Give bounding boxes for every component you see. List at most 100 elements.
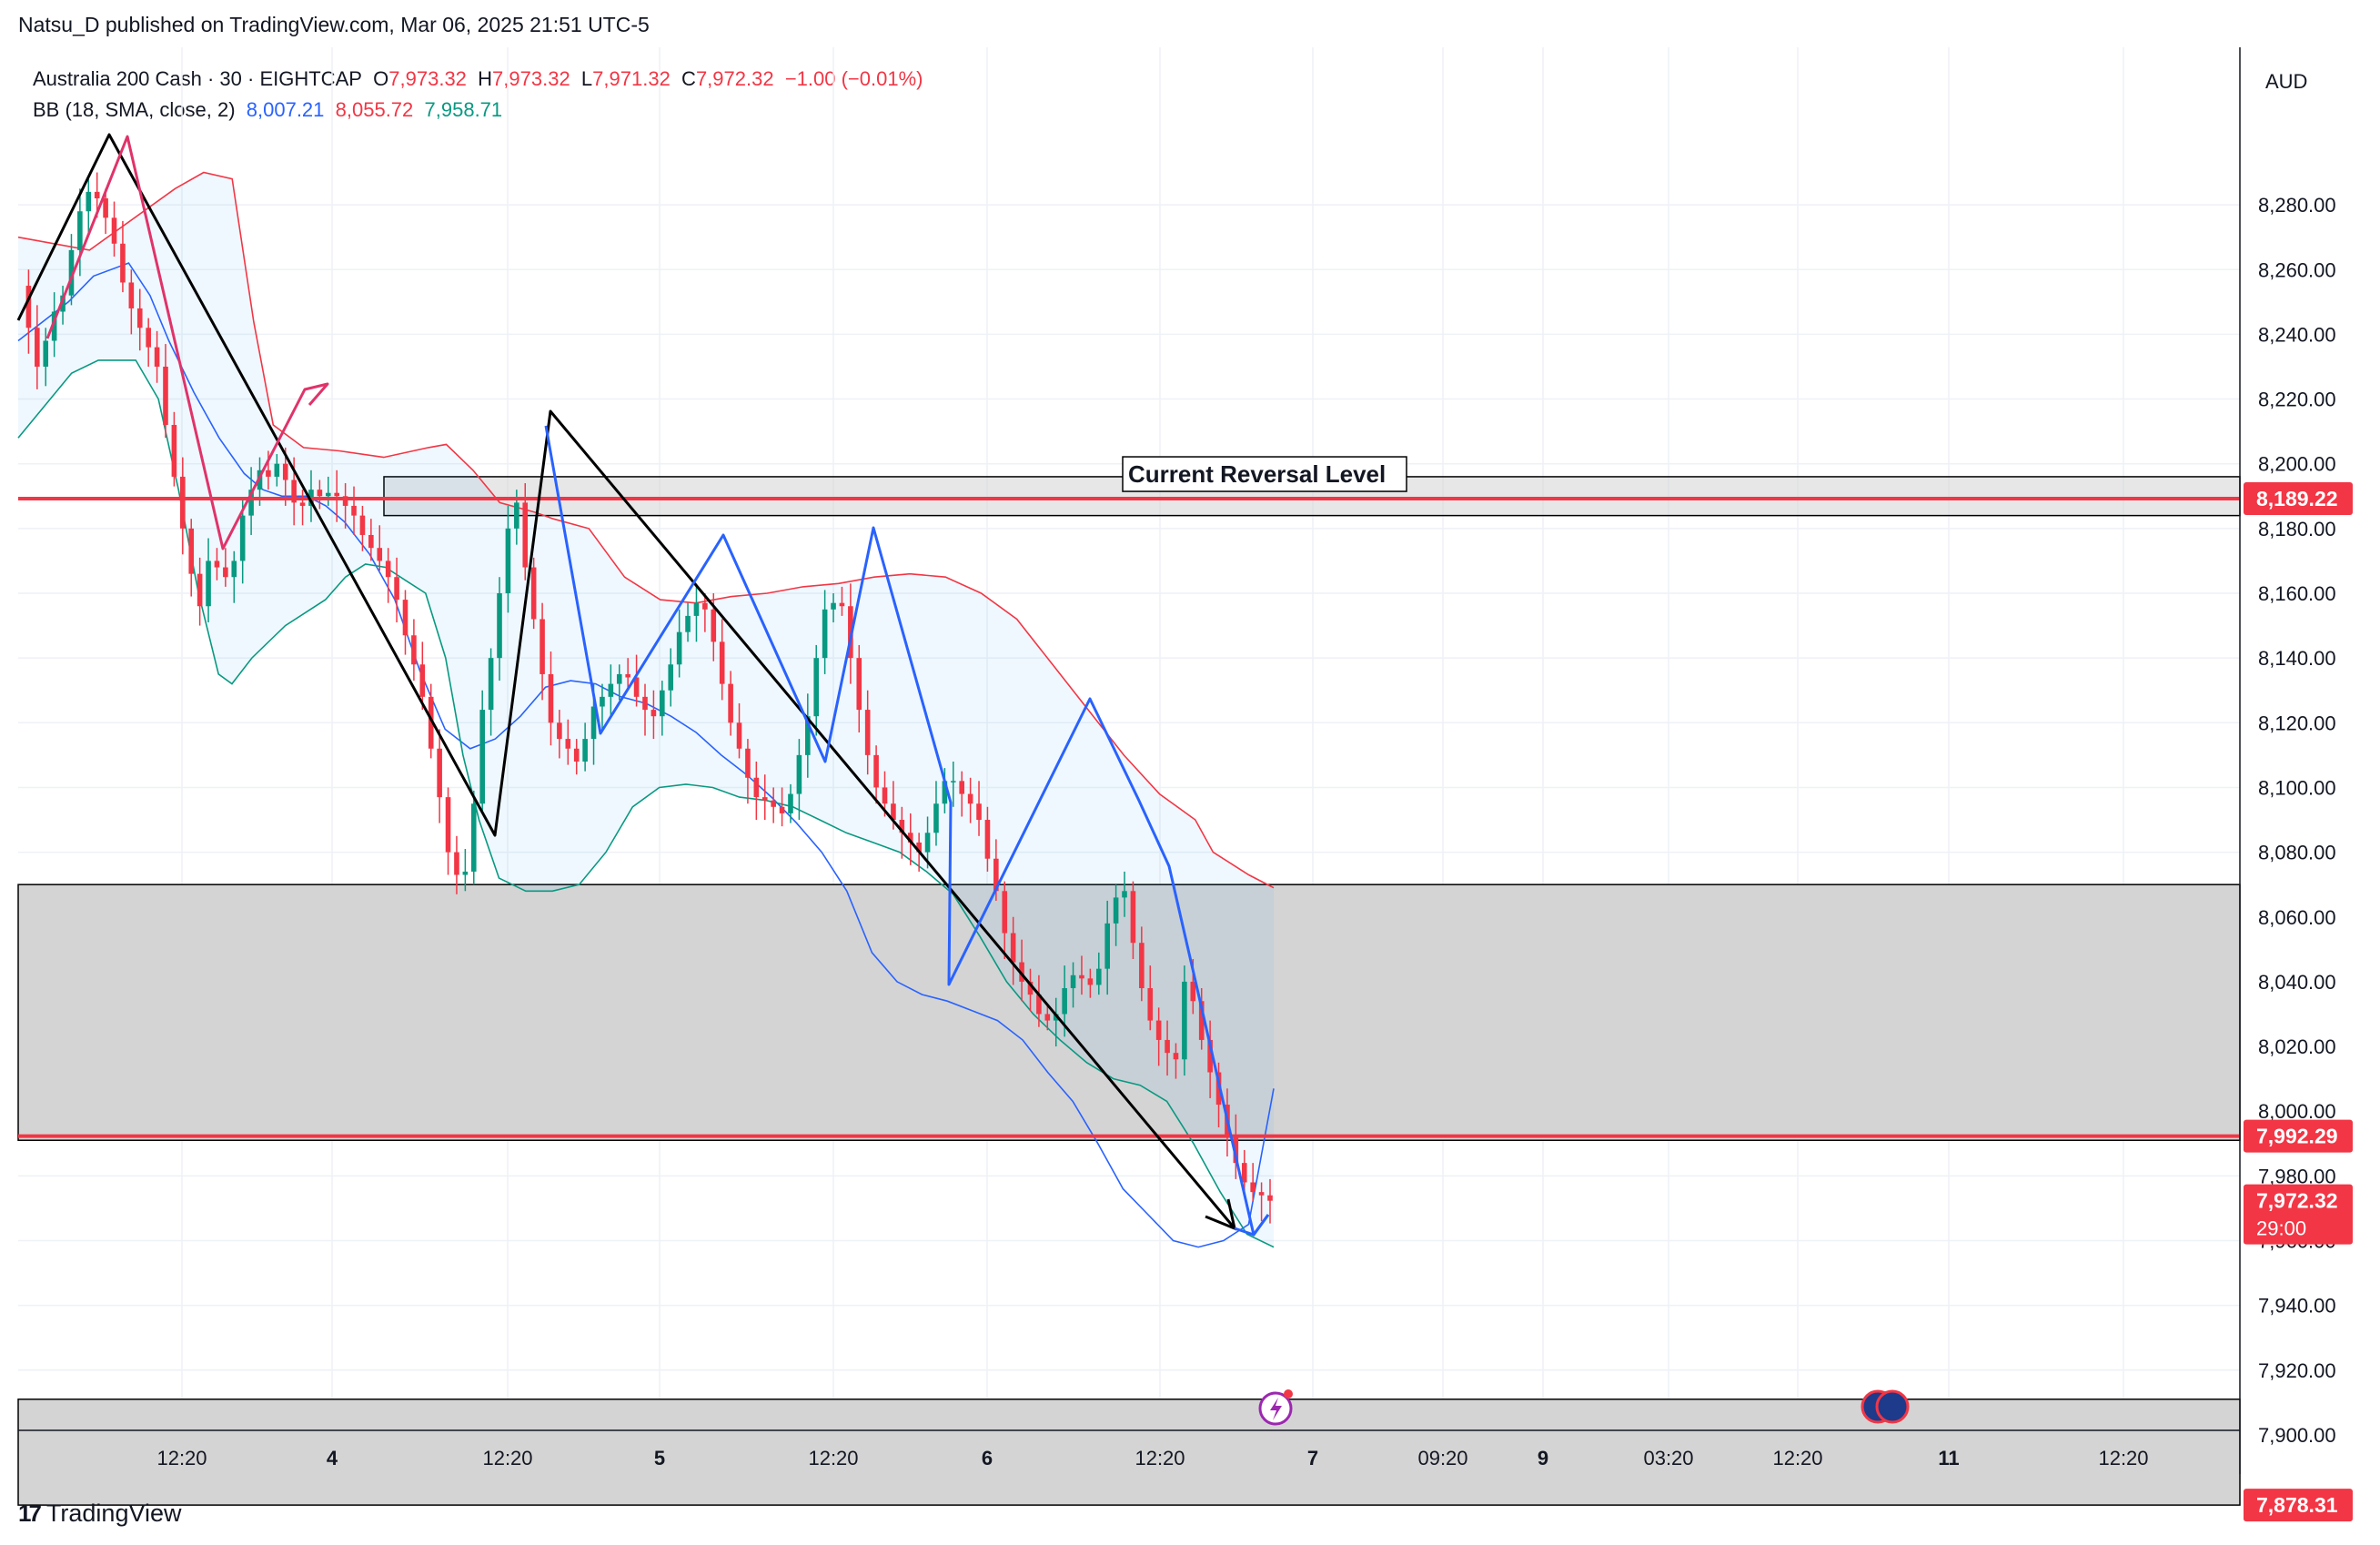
candle-body (813, 658, 820, 717)
candle-body (1173, 1053, 1179, 1060)
candle-body (1002, 891, 1008, 934)
candle-body (642, 696, 648, 711)
annotation-label: Current Reversal Level (1128, 460, 1386, 488)
candle-body (1113, 897, 1119, 924)
black-pattern-line (16, 133, 1236, 1229)
candle-body (299, 502, 306, 506)
x-tick-label: 6 (982, 1447, 993, 1469)
y-tick-label: 7,940.00 (2258, 1295, 2336, 1318)
horizontal-levels[interactable] (18, 497, 2240, 1138)
candle-body (163, 366, 168, 426)
price-tag-value: 7,878.31 (2256, 1493, 2338, 1517)
candle-body (437, 748, 442, 798)
candle-body (573, 748, 580, 762)
candle-body (103, 197, 108, 218)
bb-basis-value: 8,007.21 (246, 98, 325, 121)
candle-body (385, 560, 391, 578)
candle-body (685, 615, 691, 632)
candle-body (864, 710, 871, 755)
bollinger-upper-line (17, 171, 1275, 889)
candle-body (557, 722, 562, 740)
candle-body (779, 806, 785, 813)
low-value: 7,971.32 (592, 67, 671, 90)
candle-body (77, 211, 83, 250)
y-tick-label: 8,000.00 (2258, 1100, 2336, 1123)
candle-body (514, 502, 519, 529)
candle-body (454, 852, 459, 875)
candle-body (728, 683, 733, 723)
candle-body (668, 664, 674, 691)
candle-body (154, 347, 160, 367)
x-tick-label: 7 (1307, 1447, 1318, 1469)
y-tick-label: 7,900.00 (2258, 1424, 2336, 1447)
candle-body (1147, 988, 1154, 1021)
y-tick-label: 7,920.00 (2258, 1359, 2336, 1382)
bb-row: BB (18, SMA, close, 2) 8,007.21 8,055.72… (33, 95, 923, 126)
y-tick-label: 8,200.00 (2258, 453, 2336, 476)
candle-body (1198, 1001, 1205, 1040)
candle-body (223, 567, 228, 578)
candle-body (1130, 891, 1136, 944)
candle-body (128, 282, 135, 308)
close-value: 7,972.32 (695, 67, 774, 90)
ohlc-row: Australia 200 Cash · 30 · EIGHTCAP O7,97… (33, 64, 923, 95)
time-axis[interactable]: 12:20 4 12:20 5 12:20 6 12:20 7 09:20 9 03:20 12:20… (156, 1447, 2148, 1469)
candle-body (214, 560, 220, 568)
candle-body (1122, 891, 1127, 898)
annotations: Current Reversal Level (1122, 456, 1407, 492)
candle-body (274, 463, 280, 477)
bb-indicator-label[interactable]: BB (18, SMA, close, 2) (33, 98, 236, 121)
australia-flag-icon[interactable] (1875, 1389, 1910, 1424)
candle-body (873, 754, 879, 788)
drawn-patterns[interactable] (16, 133, 1270, 1237)
candle-body (530, 567, 537, 620)
candle-body (702, 602, 708, 610)
candle-body (1036, 995, 1042, 1015)
x-tick-label: 12:20 (808, 1447, 858, 1469)
candle-body (60, 295, 66, 312)
candle-body (1095, 968, 1102, 985)
candle-body (488, 658, 494, 711)
candle-body (1062, 988, 1067, 1015)
candle-body (753, 777, 760, 798)
candle-body (565, 739, 571, 749)
notification-dot-icon (1284, 1389, 1293, 1399)
candle-body (616, 673, 622, 684)
price-axis[interactable]: 8,280.00 8,260.00 8,240.00 8,220.00 8,200.00… (2258, 70, 2336, 1447)
candle-body (68, 249, 75, 296)
candle-body (600, 696, 605, 707)
candle-body (1215, 1072, 1222, 1106)
candle-body (1182, 981, 1187, 1060)
price-tag-bg (2244, 1184, 2353, 1245)
event-icons[interactable] (1258, 1389, 1910, 1426)
high-value: 7,973.32 (492, 67, 570, 90)
y-tick-label: 8,180.00 (2258, 518, 2336, 540)
candle-body (120, 243, 126, 283)
candle-body (993, 858, 999, 892)
candle-body (351, 505, 357, 516)
pink-pattern-line (45, 135, 329, 550)
candle-body (462, 871, 469, 875)
candle-body (839, 602, 845, 607)
candle-body (1165, 1039, 1170, 1054)
y-tick-label: 8,140.00 (2258, 647, 2336, 670)
x-tick-label: 4 (327, 1447, 338, 1469)
candle-body (1019, 962, 1024, 982)
candle-body (197, 573, 203, 607)
brand-footer[interactable]: 17 TradingView (18, 1500, 182, 1528)
bb-lower-value: 7,958.71 (424, 98, 503, 121)
candle-body (650, 710, 657, 717)
price-tag-value: 7,972.32 (2256, 1189, 2338, 1213)
candle-body (693, 602, 700, 616)
blue-pattern-line (544, 425, 1270, 1237)
change-value: −1.00 (−0.01%) (784, 67, 923, 90)
open-value: 7,973.32 (388, 67, 467, 90)
annotation-box (1122, 456, 1407, 492)
candle-body (180, 476, 186, 529)
candle-body (831, 602, 836, 610)
candle-body (419, 664, 426, 697)
candle-body (377, 548, 383, 561)
symbol-title[interactable]: Australia 200 Cash · 30 · EIGHTCAP (33, 67, 362, 90)
x-tick-label: 11 (1938, 1447, 1959, 1469)
